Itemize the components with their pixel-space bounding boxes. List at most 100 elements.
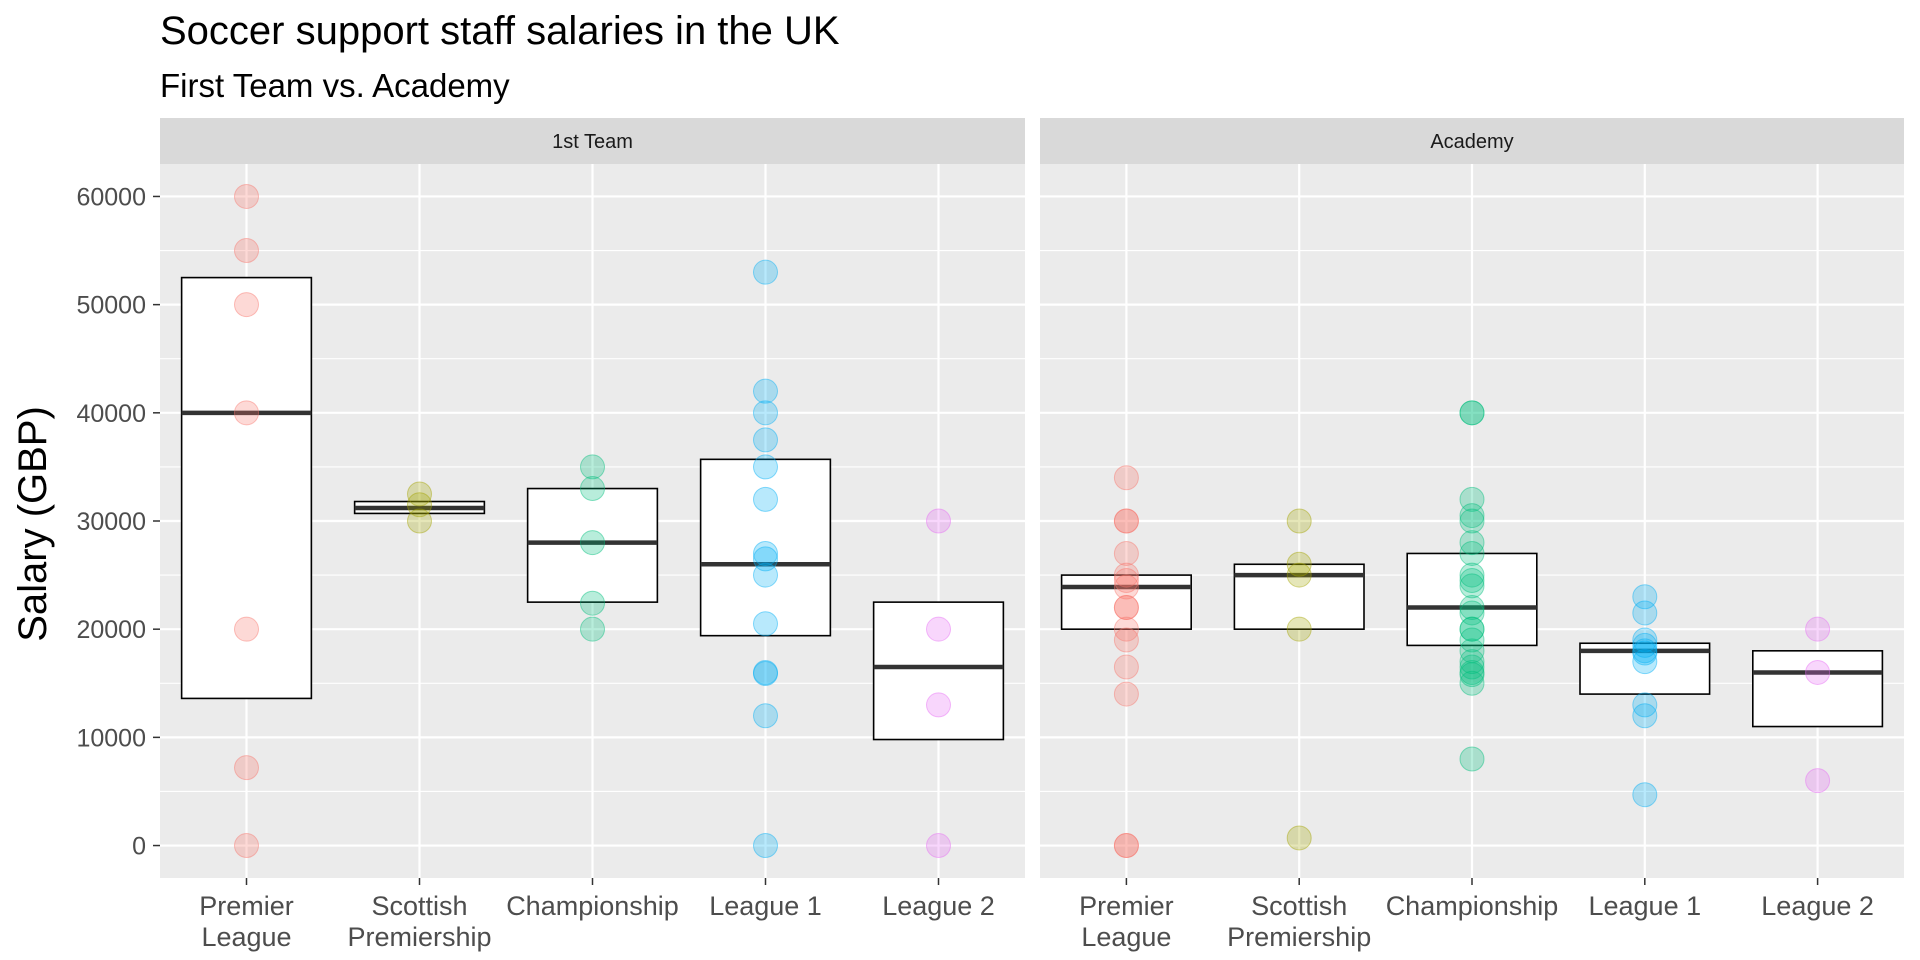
facet-panel: 1st Team Premier League Scottish Premiership… — [160, 118, 1025, 952]
data-point — [1459, 746, 1485, 772]
data-point — [1805, 659, 1831, 685]
data-point — [1459, 654, 1485, 680]
y-axis: 0 10000 20000 30000 40000 50000 60000 — [76, 183, 160, 861]
data-point — [1113, 508, 1139, 534]
data-point — [1459, 568, 1485, 593]
data-point — [1632, 649, 1658, 675]
x-tick-label: League 2 — [882, 891, 995, 921]
data-point — [1459, 627, 1485, 653]
data-point — [1113, 562, 1139, 588]
data-point — [1113, 574, 1139, 600]
y-tick-label: 20000 — [76, 616, 146, 644]
facet-strip-label: 1st Team — [552, 131, 633, 153]
data-point — [1632, 627, 1658, 653]
data-point — [1113, 465, 1139, 491]
data-point — [1632, 584, 1658, 610]
y-tick-label: 40000 — [76, 400, 146, 428]
data-point — [1459, 662, 1485, 688]
data-point — [753, 703, 778, 729]
x-tick-label: League 2 — [1761, 891, 1874, 921]
data-point — [1113, 681, 1139, 707]
data-point — [1459, 530, 1485, 556]
data-point — [753, 378, 778, 404]
data-point — [234, 292, 259, 318]
data-point — [1459, 540, 1485, 566]
data-point — [1459, 573, 1485, 599]
y-tick-label: 10000 — [76, 724, 146, 752]
data-point — [407, 508, 432, 534]
data-point — [1113, 508, 1139, 534]
data-point — [1459, 616, 1485, 642]
data-point — [1805, 768, 1831, 794]
data-point — [753, 427, 778, 453]
data-point — [1459, 400, 1485, 426]
facet-strip — [160, 118, 1025, 164]
data-point — [1286, 616, 1312, 642]
data-point — [580, 476, 605, 502]
data-point — [926, 692, 951, 718]
data-point — [1459, 616, 1485, 642]
data-point — [1459, 400, 1485, 426]
data-point — [1632, 638, 1658, 664]
data-point — [1113, 568, 1139, 593]
data-point — [1459, 595, 1485, 621]
data-point — [926, 833, 951, 859]
data-point — [1459, 638, 1485, 664]
data-point — [580, 530, 605, 556]
data-point — [753, 611, 778, 637]
data-point — [234, 616, 259, 642]
box — [1752, 650, 1884, 728]
data-point — [234, 183, 259, 209]
data-point — [753, 833, 778, 859]
chart-subtitle: First Team vs. Academy — [160, 67, 510, 104]
data-point — [580, 616, 605, 642]
data-point — [234, 400, 259, 426]
data-point — [1286, 508, 1312, 534]
data-point — [926, 508, 951, 534]
x-tick-label: Scottish Premiership — [347, 891, 491, 952]
data-point — [1459, 659, 1485, 685]
data-point — [1632, 703, 1658, 729]
data-point — [1632, 600, 1658, 626]
chart-title: Soccer support staff salaries in the UK — [160, 9, 840, 53]
data-point — [753, 546, 778, 572]
data-point — [1632, 640, 1658, 666]
box — [180, 276, 313, 700]
data-point — [1459, 649, 1485, 675]
data-point — [1632, 632, 1658, 658]
data-point — [753, 486, 778, 512]
data-point — [407, 481, 432, 507]
data-point — [753, 540, 778, 566]
x-tick-label: League 1 — [709, 891, 822, 921]
y-tick-label: 60000 — [76, 183, 146, 211]
data-point — [234, 238, 259, 264]
facet-strip — [1040, 118, 1904, 164]
data-point — [1286, 825, 1312, 851]
box — [1060, 574, 1192, 630]
x-tick-label: Premier League — [199, 891, 294, 952]
data-point — [1286, 562, 1312, 588]
panels-layer: 1st Team Premier League Scottish Premiership… — [160, 118, 1904, 952]
data-point — [1113, 627, 1139, 653]
box — [699, 458, 832, 637]
data-point — [926, 616, 951, 642]
x-tick-label: Premier League — [1079, 891, 1174, 952]
data-point — [1805, 616, 1831, 642]
data-point — [580, 590, 605, 616]
data-point — [1113, 540, 1139, 566]
data-point — [1286, 551, 1312, 577]
x-tick-label: League 1 — [1588, 891, 1701, 921]
y-tick-label: 30000 — [76, 508, 146, 536]
data-point — [234, 755, 259, 781]
data-point — [1459, 508, 1485, 534]
data-point — [1459, 600, 1485, 626]
data-point — [580, 454, 605, 480]
data-point — [753, 454, 778, 480]
box — [1406, 552, 1538, 647]
data-point — [1113, 654, 1139, 680]
data-point — [1632, 692, 1658, 718]
data-point — [753, 659, 778, 685]
box — [526, 487, 659, 603]
facet-strip-label: Academy — [1430, 131, 1513, 153]
